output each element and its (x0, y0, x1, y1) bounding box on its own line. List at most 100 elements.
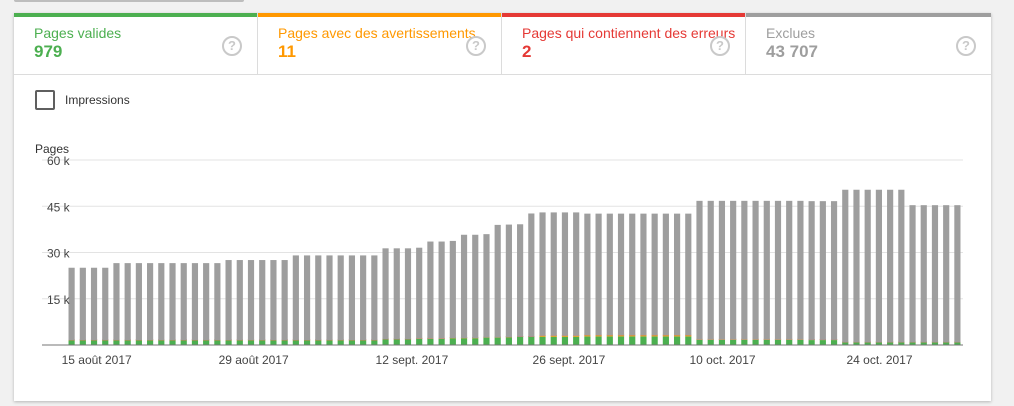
bar-segment-excluded[interactable] (674, 213, 681, 336)
bar-segment-valid[interactable] (830, 340, 838, 345)
bar-segment-valid[interactable] (943, 342, 950, 345)
bar-segment-valid[interactable] (124, 340, 131, 346)
help-icon[interactable]: ? (710, 36, 730, 56)
bar-segment-excluded[interactable] (483, 234, 490, 338)
bar-segment-excluded[interactable] (169, 263, 176, 341)
bar-segment-excluded[interactable] (741, 200, 748, 340)
bar-segment-excluded[interactable] (158, 263, 165, 341)
bar-segment-excluded[interactable] (528, 213, 535, 337)
bar-segment-excluded[interactable] (909, 205, 916, 343)
bar-segment-warning[interactable] (685, 335, 692, 337)
bar-segment-excluded[interactable] (449, 240, 456, 339)
bar-segment-excluded[interactable] (954, 205, 961, 343)
bar-segment-valid[interactable] (505, 337, 512, 345)
bar-segment-valid[interactable] (303, 340, 311, 346)
bar-segment-excluded[interactable] (393, 248, 400, 340)
bar-segment-excluded[interactable] (427, 241, 434, 339)
bar-segment-excluded[interactable] (382, 248, 389, 340)
bar-segment-excluded[interactable] (214, 263, 221, 341)
help-icon[interactable]: ? (956, 36, 976, 56)
bar-segment-valid[interactable] (214, 340, 221, 346)
bar-segment-warning[interactable] (561, 335, 569, 337)
bar-segment-valid[interactable] (842, 342, 849, 345)
bar-segment-valid[interactable] (617, 336, 625, 345)
bar-segment-valid[interactable] (259, 340, 266, 346)
help-icon[interactable]: ? (222, 36, 242, 56)
bar-segment-valid[interactable] (416, 338, 423, 345)
bar-segment-excluded[interactable] (797, 200, 804, 340)
bar-segment-excluded[interactable] (135, 263, 142, 341)
bar-segment-excluded[interactable] (931, 205, 939, 343)
bar-segment-excluded[interactable] (595, 213, 602, 336)
bar-segment-valid[interactable] (819, 340, 826, 345)
bar-segment-excluded[interactable] (337, 255, 344, 341)
bar-segment-excluded[interactable] (819, 201, 826, 340)
bar-segment-excluded[interactable] (505, 224, 512, 338)
bar-segment-excluded[interactable] (90, 267, 98, 341)
bar-segment-excluded[interactable] (292, 255, 299, 341)
bar-segment-excluded[interactable] (326, 255, 333, 341)
tab-errors[interactable]: Pages qui contiennent des erreurs 2 ? (502, 13, 746, 74)
bar-segment-excluded[interactable] (259, 260, 266, 341)
bar-segment-excluded[interactable] (696, 200, 703, 340)
bar-segment-valid[interactable] (786, 339, 793, 345)
bar-segment-valid[interactable] (292, 340, 299, 346)
bar-segment-excluded[interactable] (203, 263, 210, 341)
bar-segment-excluded[interactable] (68, 267, 75, 341)
bar-segment-valid[interactable] (954, 342, 961, 345)
bar-segment-valid[interactable] (180, 340, 187, 346)
bar-segment-excluded[interactable] (539, 212, 546, 336)
bar-segment-valid[interactable] (169, 340, 176, 346)
bar-segment-excluded[interactable] (79, 267, 86, 341)
bar-segment-valid[interactable] (270, 340, 277, 346)
bar-segment-valid[interactable] (797, 339, 804, 345)
bar-segment-valid[interactable] (584, 336, 591, 345)
bar-segment-valid[interactable] (360, 340, 367, 346)
bar-segment-valid[interactable] (651, 336, 658, 345)
bar-segment-excluded[interactable] (517, 224, 524, 337)
bar-segment-valid[interactable] (191, 340, 199, 346)
bar-segment-excluded[interactable] (640, 213, 647, 336)
bar-segment-valid[interactable] (774, 339, 782, 345)
bar-segment-warning[interactable] (584, 335, 591, 337)
bar-segment-valid[interactable] (875, 342, 882, 345)
bar-segment-valid[interactable] (438, 338, 445, 345)
bar-segment-valid[interactable] (539, 336, 546, 345)
bar-segment-warning[interactable] (662, 335, 669, 337)
bar-segment-warning[interactable] (539, 335, 546, 337)
bar-segment-valid[interactable] (629, 336, 636, 345)
bar-segment-valid[interactable] (483, 337, 490, 345)
bar-segment-valid[interactable] (79, 340, 86, 346)
bar-segment-valid[interactable] (573, 336, 580, 345)
bar-segment-warning[interactable] (640, 335, 647, 337)
bar-segment-excluded[interactable] (808, 201, 815, 340)
bar-segment-valid[interactable] (909, 342, 916, 345)
bar-segment-excluded[interactable] (629, 213, 636, 336)
bar-segment-excluded[interactable] (147, 263, 154, 341)
tab-valid[interactable]: Pages valides 979 ? (14, 13, 258, 74)
bar-segment-excluded[interactable] (774, 200, 782, 340)
bar-segment-excluded[interactable] (718, 200, 726, 340)
bar-segment-excluded[interactable] (752, 200, 759, 340)
bar-segment-excluded[interactable] (707, 200, 714, 340)
bar-segment-excluded[interactable] (315, 255, 322, 341)
bar-segment-excluded[interactable] (763, 200, 770, 340)
bar-segment-excluded[interactable] (281, 260, 288, 341)
help-icon[interactable]: ? (466, 36, 486, 56)
bar-segment-excluded[interactable] (124, 263, 131, 341)
bar-segment-excluded[interactable] (617, 213, 625, 336)
bar-segment-valid[interactable] (472, 338, 479, 345)
bar-segment-excluded[interactable] (360, 255, 367, 341)
bar-segment-excluded[interactable] (842, 189, 849, 343)
bar-segment-valid[interactable] (606, 336, 613, 345)
bar-segment-valid[interactable] (102, 340, 109, 346)
bar-segment-valid[interactable] (404, 339, 412, 345)
bar-segment-excluded[interactable] (102, 267, 109, 341)
bar-segment-valid[interactable] (382, 339, 389, 345)
bar-segment-excluded[interactable] (584, 213, 591, 336)
bar-segment-valid[interactable] (494, 337, 501, 345)
bar-segment-excluded[interactable] (875, 189, 882, 343)
bar-segment-valid[interactable] (696, 339, 703, 345)
bar-segment-valid[interactable] (517, 336, 524, 345)
bar-segment-valid[interactable] (662, 336, 669, 345)
